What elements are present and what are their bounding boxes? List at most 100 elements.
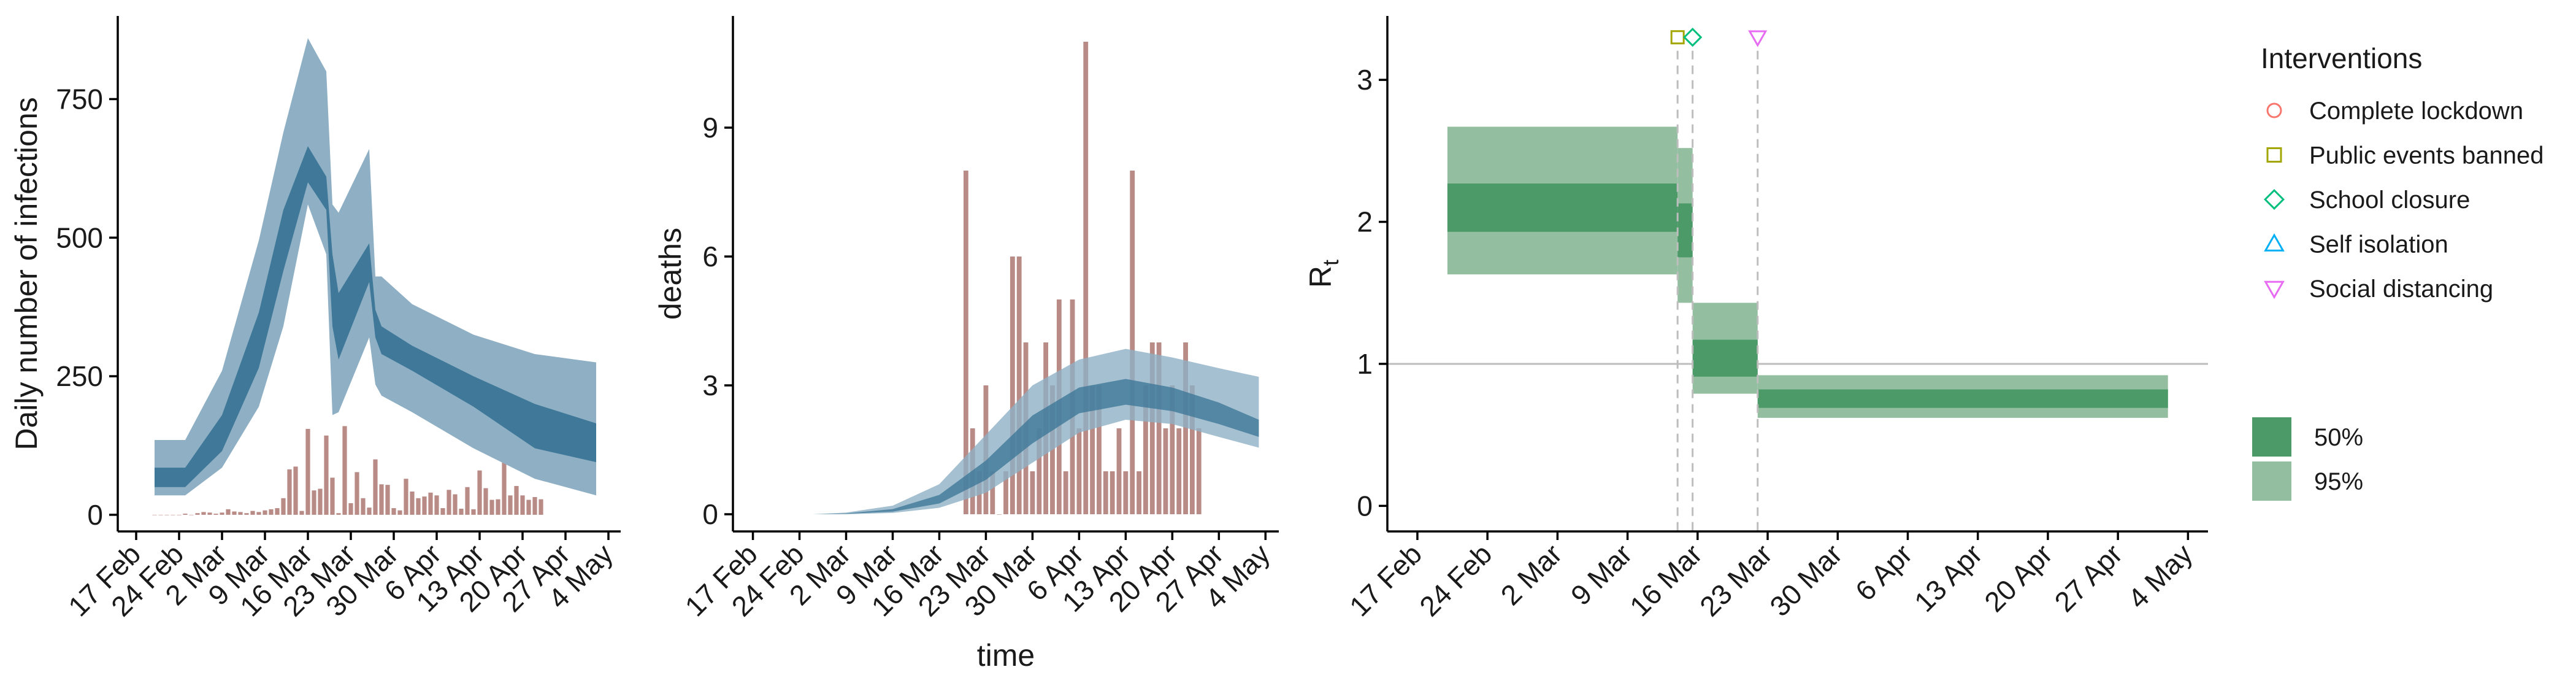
infection-bar xyxy=(275,508,280,515)
infection-bar xyxy=(532,497,537,515)
y-tick-label: 3 xyxy=(702,369,718,401)
x-tick-label: 27 Apr xyxy=(2048,538,2128,618)
infection-bar xyxy=(483,488,488,515)
rt-interval-50 xyxy=(1757,389,2168,408)
death-bar xyxy=(1123,471,1129,514)
y-tick-label: 500 xyxy=(56,222,103,253)
infection-bar xyxy=(220,512,224,515)
infection-bar xyxy=(404,479,408,515)
infection-bar xyxy=(348,503,353,515)
infection-bar xyxy=(250,511,255,515)
infection-bar xyxy=(391,508,396,515)
y-tick-label: 250 xyxy=(56,360,103,392)
infection-bar xyxy=(195,513,200,515)
death-bar xyxy=(1063,471,1068,514)
y-axis-title-subscript: t xyxy=(1318,260,1343,266)
y-axis-title: deaths xyxy=(653,228,688,320)
death-bar xyxy=(1130,171,1135,514)
infection-bar xyxy=(477,470,482,515)
infection-bar xyxy=(287,469,292,515)
legend-label-public_events_banned: Public events banned xyxy=(2309,142,2544,169)
intervention-marker-school_closure xyxy=(1683,28,1703,47)
infection-bar xyxy=(465,487,470,515)
x-axis-title: time xyxy=(977,638,1035,673)
infection-bar xyxy=(336,513,341,515)
infection-bar xyxy=(410,491,415,515)
infection-bar xyxy=(379,484,384,515)
legend-swatch-50-percent xyxy=(2252,417,2291,457)
x-tick-label: 23 Mar xyxy=(1693,538,1778,622)
death-bar xyxy=(1037,428,1042,514)
y-tick-label: 6 xyxy=(702,241,718,272)
infection-bar xyxy=(471,509,476,515)
infection-bar xyxy=(440,508,445,515)
y-tick-label: 0 xyxy=(1357,490,1373,522)
infection-bar xyxy=(281,498,286,515)
infection-bar xyxy=(447,490,451,515)
rt-interval-50 xyxy=(1677,203,1693,258)
infection-bar xyxy=(428,492,433,515)
infection-bar xyxy=(299,511,304,515)
infection-bar xyxy=(183,514,188,515)
rt-interval-50 xyxy=(1692,339,1758,377)
infection-bar xyxy=(496,499,500,515)
death-bar xyxy=(990,471,995,514)
infection-bar xyxy=(256,512,261,515)
infection-bar xyxy=(361,498,366,515)
infection-bar xyxy=(201,512,206,515)
death-bar xyxy=(1083,42,1089,514)
infection-bar xyxy=(508,495,513,515)
infection-bar xyxy=(520,495,525,515)
x-tick-label: 30 Mar xyxy=(1763,538,1848,622)
death-bar xyxy=(1143,385,1148,514)
infection-bar xyxy=(330,477,335,515)
infection-bar xyxy=(373,459,378,515)
infection-bar xyxy=(342,426,347,515)
infection-bar xyxy=(305,428,310,515)
death-bar xyxy=(1163,428,1168,514)
death-bar xyxy=(997,514,1002,515)
infection-bar xyxy=(213,514,218,515)
y-tick-label: 750 xyxy=(56,83,103,115)
x-tick-label: 24 Feb xyxy=(1413,538,1498,622)
legend-label-complete_lockdown: Complete lockdown xyxy=(2309,98,2523,125)
death-bar xyxy=(1076,428,1082,514)
infection-bar xyxy=(324,435,329,515)
x-tick-label: 13 Apr xyxy=(1908,538,1988,618)
infection-bar xyxy=(514,485,519,515)
infection-bar xyxy=(385,485,390,515)
death-bar xyxy=(1176,428,1182,514)
infections-band-95 xyxy=(155,38,596,496)
death-bar xyxy=(1103,471,1108,514)
x-tick-label: 16 Mar xyxy=(1623,538,1708,622)
intervention-marker-public_events_banned xyxy=(1670,30,1685,45)
infection-bar xyxy=(293,466,298,515)
infection-bar xyxy=(244,513,249,515)
legend-key-school_closure xyxy=(2264,189,2285,210)
death-bar xyxy=(1156,342,1162,514)
infection-bar xyxy=(355,472,359,515)
death-bar xyxy=(1003,471,1008,514)
infection-bar xyxy=(238,512,243,515)
x-tick-label: 20 Apr xyxy=(1978,538,2058,618)
death-bar xyxy=(1183,342,1188,514)
death-bar xyxy=(1116,428,1122,514)
y-tick-label: 1 xyxy=(1357,348,1373,380)
infection-bar xyxy=(312,490,316,515)
y-tick-label: 2 xyxy=(1357,206,1373,238)
death-bar xyxy=(963,171,968,514)
infections-band-50 xyxy=(155,146,596,487)
y-tick-label: 9 xyxy=(702,112,718,144)
rt-interval-50 xyxy=(1447,183,1678,232)
death-bar xyxy=(1010,257,1015,514)
legend-key-complete_lockdown xyxy=(2266,102,2282,118)
infection-bar xyxy=(367,507,372,515)
interventions-legend: Interventions Complete lockdown Public ev… xyxy=(2261,42,2544,303)
interventions-legend-title: Interventions xyxy=(2261,42,2422,74)
infection-bar xyxy=(397,510,402,515)
death-bar xyxy=(1097,385,1102,514)
y-axis-title: Daily number of infections xyxy=(9,97,44,450)
